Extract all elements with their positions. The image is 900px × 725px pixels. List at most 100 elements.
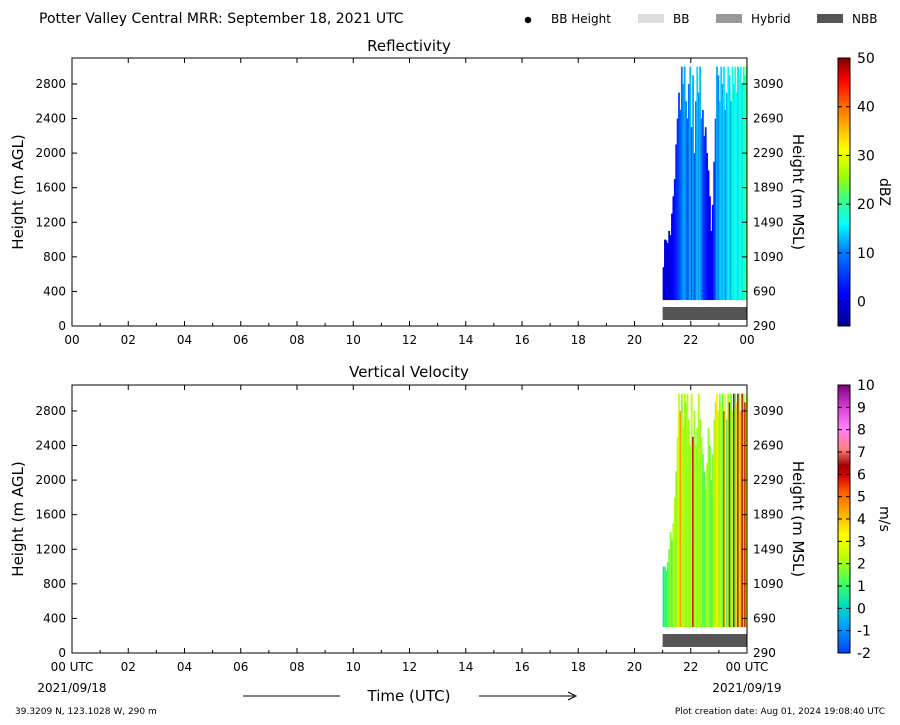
reflectivity-data-column — [675, 144, 678, 301]
velocity-data-column — [721, 393, 724, 628]
legend-swatch-nbb — [817, 14, 843, 23]
velocity-x-tick-label: 20 — [627, 660, 642, 674]
velocity-x-tick-label: 02 — [121, 660, 136, 674]
velocity-y-right-tick-label: 1890 — [753, 508, 784, 522]
reflectivity-data-column — [669, 235, 672, 301]
velocity-data-column — [675, 471, 678, 628]
reflectivity-y-tick-label: 400 — [43, 284, 66, 298]
reflectivity-colorbar-label: dBZ — [876, 178, 892, 206]
velocity-y-tick-label: 2800 — [35, 404, 66, 418]
velocity-y-tick-label: 0 — [58, 646, 66, 660]
reflectivity-axes-frame — [71, 57, 748, 327]
reflectivity-colorbar-tick-label: 10 — [857, 246, 875, 262]
velocity-x-tick-label: 22 — [683, 660, 698, 674]
reflectivity-plot-data — [662, 66, 748, 320]
reflectivity-data-column — [689, 66, 692, 301]
velocity-colorbar-tick-label: -2 — [857, 646, 871, 662]
reflectivity-x-tick-label: 10 — [346, 333, 361, 347]
reflectivity-data-column — [707, 170, 710, 301]
velocity-data-column — [665, 570, 668, 628]
reflectivity-data-column — [692, 75, 694, 301]
reflectivity-x-tick-label: 04 — [177, 333, 192, 347]
velocity-colorbar-tick-label: 6 — [857, 467, 866, 483]
reflectivity-data-column — [665, 240, 668, 301]
velocity-y-right-tick-label: 1490 — [753, 542, 784, 556]
reflectivity-y-right-tick-label: 1090 — [753, 250, 784, 264]
velocity-data-column — [699, 419, 701, 628]
velocity-data-column — [671, 540, 673, 628]
reflectivity-colorbar-tick-label: 30 — [857, 148, 875, 164]
velocity-y-right-tick-label: 2690 — [753, 439, 784, 453]
velocity-nbb-bar — [662, 634, 748, 647]
velocity-data-column — [692, 436, 694, 628]
legend-swatch-hybrid — [716, 14, 742, 23]
velocity-data-column — [738, 393, 741, 628]
x-axis-label: Time (UTC) — [367, 687, 451, 705]
velocity-data-column — [735, 402, 738, 628]
velocity-data-column — [689, 445, 692, 628]
velocity-data-column — [745, 393, 748, 628]
velocity-data-column — [687, 419, 690, 628]
reflectivity-x-tick-label: 16 — [514, 333, 529, 347]
reflectivity-data-column — [718, 101, 721, 301]
reflectivity-y-right-tick-label: 1490 — [753, 215, 784, 229]
velocity-data-column — [662, 566, 665, 628]
velocity-colorbar-tick-label: 1 — [857, 579, 866, 595]
velocity-colorbar-tick-label: -1 — [857, 624, 871, 640]
reflectivity-data-column — [730, 101, 732, 301]
velocity-data-column — [710, 480, 713, 628]
velocity-data-column — [717, 410, 720, 628]
velocity-data-column — [694, 445, 697, 628]
reflectivity-y-right-tick-label: 1890 — [753, 181, 784, 195]
reflectivity-data-column — [739, 66, 742, 301]
velocity-y-tick-label: 400 — [43, 611, 66, 625]
legend-label-bb: BB — [673, 12, 689, 26]
reflectivity-nbb-bar — [662, 307, 748, 320]
reflectivity-x-tick-label: 00 — [64, 333, 79, 347]
velocity-data-column — [731, 410, 734, 628]
velocity-y-tick-label: 800 — [43, 577, 66, 591]
velocity-data-column — [707, 428, 710, 628]
reflectivity-data-column — [711, 204, 714, 301]
velocity-ylabel-right: Height (m MSL) — [789, 461, 807, 577]
velocity-colorbar-tick-label: 2 — [857, 557, 866, 573]
reflectivity-data-column — [735, 92, 738, 301]
velocity-y-right-tick-label: 290 — [753, 646, 776, 660]
velocity-data-column — [669, 531, 672, 628]
reflectivity-colorbar-tick-label: 40 — [857, 100, 875, 116]
velocity-data-column — [686, 393, 689, 628]
legend-item-bb-height: BB Height — [524, 12, 611, 26]
reflectivity-y-right-tick-label: 3090 — [753, 77, 784, 91]
velocity-panel: Vertical Velocity 00 UTC 02 04 06 08 10 12 14 16… — [9, 363, 892, 674]
reflectivity-data-column — [706, 153, 709, 301]
reflectivity-data-column — [714, 118, 717, 301]
velocity-colorbar-tick-label: 5 — [857, 490, 866, 506]
reflectivity-data-column — [697, 92, 700, 301]
velocity-data-column — [739, 410, 742, 628]
velocity-data-column — [728, 402, 731, 628]
reflectivity-data-column — [704, 127, 707, 301]
reflectivity-data-column — [664, 239, 666, 301]
velocity-data-column — [732, 393, 735, 628]
reflectivity-x-tick-label: 12 — [402, 333, 417, 347]
velocity-data-column — [664, 566, 666, 628]
reflectivity-x-tick-label: 00 — [739, 333, 754, 347]
velocity-data-column — [742, 393, 745, 628]
reflectivity-data-column — [713, 161, 716, 301]
creation-date-text: Plot creation date: Aug 01, 2024 19:08:4… — [675, 707, 885, 717]
reflectivity-data-column — [672, 196, 675, 301]
velocity-y-right-tick-label: 3090 — [753, 404, 784, 418]
reflectivity-data-column — [727, 66, 730, 301]
velocity-y-tick-label: 1200 — [35, 542, 66, 556]
velocity-colorbar-tick-label: 8 — [857, 423, 866, 439]
reflectivity-y-tick-label: 2800 — [35, 77, 66, 91]
velocity-data-column — [678, 393, 680, 628]
reflectivity-data-column — [687, 83, 690, 301]
velocity-data-column — [703, 471, 706, 628]
reflectivity-data-column — [668, 230, 671, 301]
reflectivity-data-column — [717, 75, 720, 301]
reflectivity-y-right-tick-label: 290 — [753, 319, 776, 333]
reflectivity-colorbar — [837, 57, 851, 327]
reflectivity-data-column — [678, 92, 680, 301]
reflectivity-data-column — [696, 66, 699, 301]
